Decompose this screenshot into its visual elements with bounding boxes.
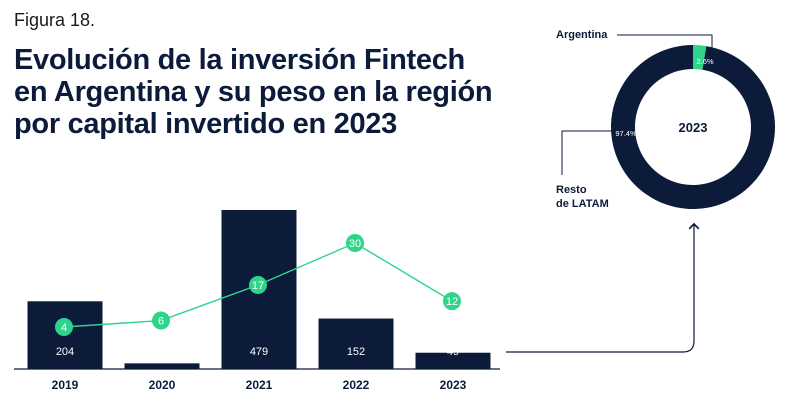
line-point [346, 234, 364, 252]
figure-label: Figura 18. [14, 10, 96, 30]
x-tick-labels: 2019 2020 2021 2022 2023 [52, 378, 467, 392]
line-point [443, 292, 461, 311]
x-tick-label: 2023 [440, 378, 467, 392]
x-tick-label: 2022 [343, 378, 370, 392]
callout-line [561, 130, 612, 175]
line-point [249, 276, 267, 294]
line-layer: 4 6 17 30 12 [55, 234, 461, 336]
slice-label-resto: Resto [556, 184, 587, 196]
donut-slice [693, 45, 707, 70]
bar-value-label: 152 [347, 346, 365, 358]
bar-2020 [124, 363, 200, 369]
line-point [55, 318, 73, 336]
bar-value-label: 204 [56, 346, 74, 358]
x-tick-label: 2019 [52, 378, 79, 392]
bar-value-label: 49 [447, 346, 459, 358]
slice-label-argentina: Argentina [556, 29, 608, 41]
x-tick-label: 2020 [149, 378, 176, 392]
slice-value-label: 97.4% [615, 129, 637, 138]
donut-chart: 2.6% 97.4% 2023 Argentina Resto de LATAM [556, 29, 775, 210]
connector-arrow [506, 222, 700, 353]
bar-2022 [318, 318, 394, 369]
bar-value-label: 17 [156, 346, 168, 358]
line-point-label: 30 [349, 238, 361, 250]
line-point-label: 12 [446, 296, 458, 308]
line-point [152, 311, 170, 330]
line-point-label: 4 [61, 322, 67, 334]
donut-center-label: 2023 [679, 120, 708, 135]
chart-title: Evolución de la inversión Fintech en Arg… [14, 44, 493, 140]
callout-line [617, 34, 713, 48]
x-tick-label: 2021 [246, 378, 273, 392]
bars-layer: 204 17 479 152 49 [27, 210, 491, 369]
line-point-label: 6 [158, 316, 164, 328]
slice-value-label: 2.6% [696, 57, 713, 66]
bar-value-label: 479 [250, 346, 268, 358]
slice-label-resto: de LATAM [556, 198, 609, 210]
line-point-label: 17 [252, 280, 264, 292]
bar-2023 [415, 352, 491, 369]
